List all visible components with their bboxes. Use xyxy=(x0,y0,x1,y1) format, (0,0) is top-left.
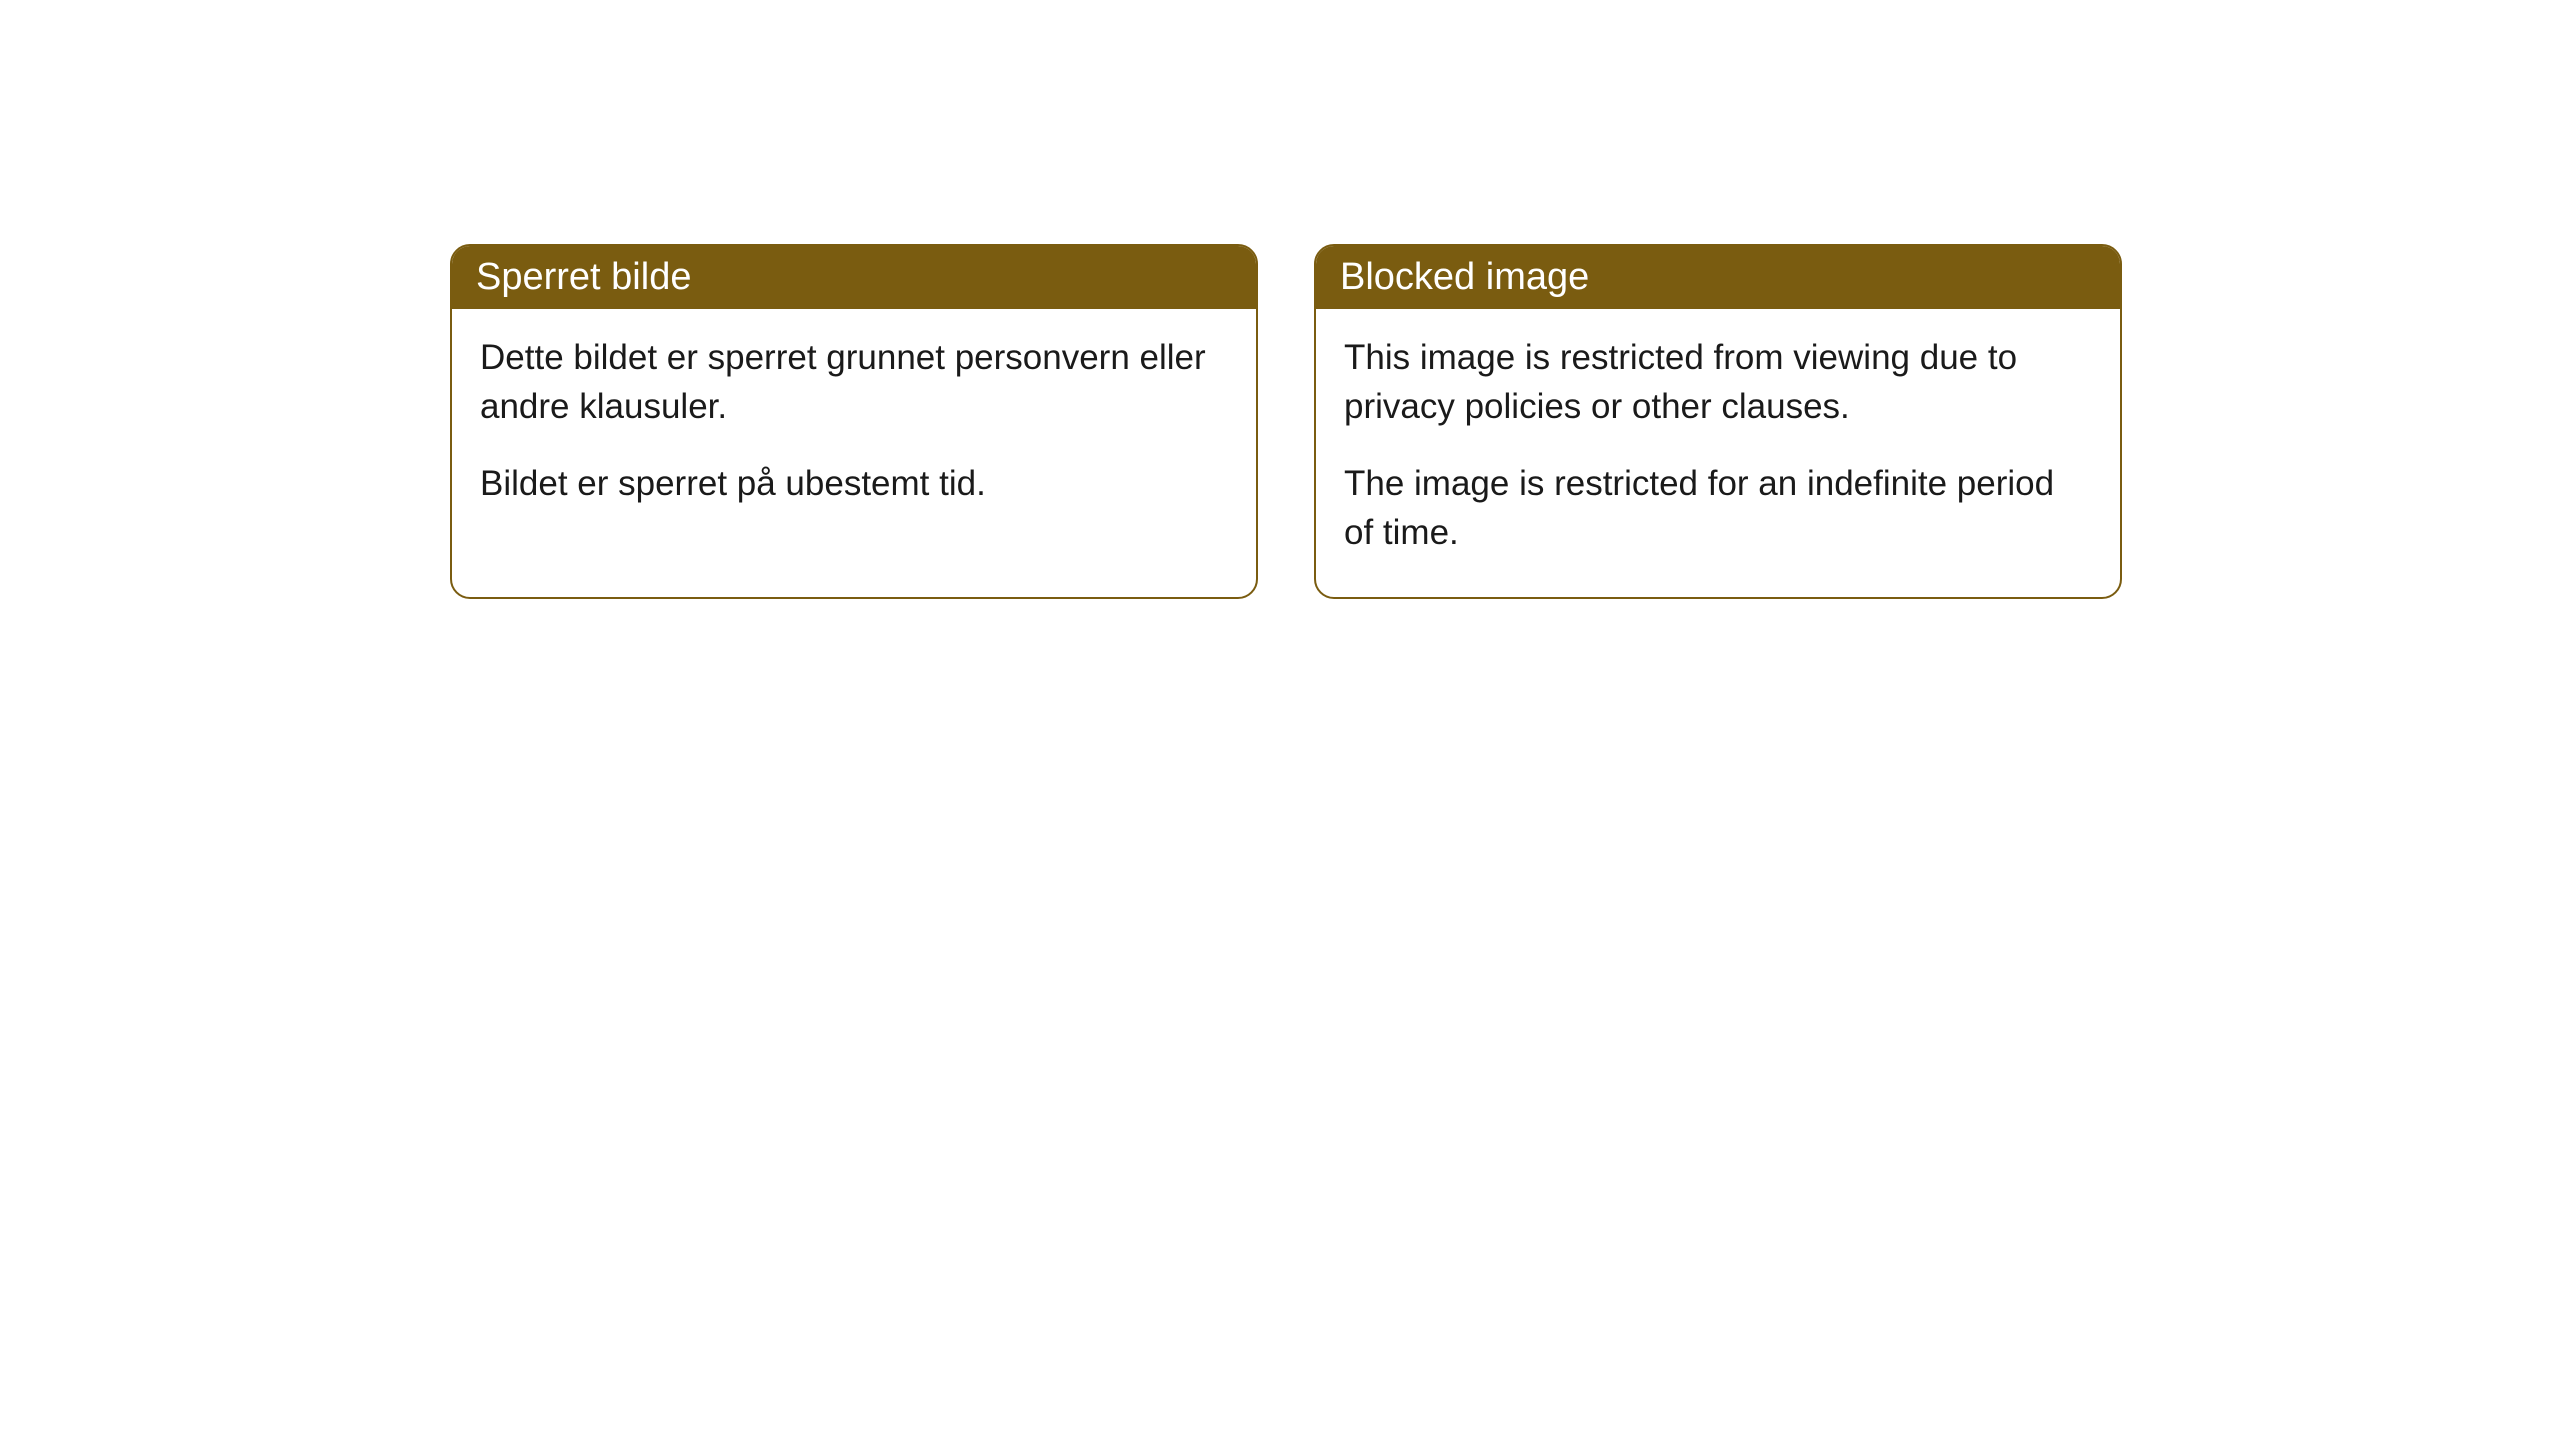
blocked-image-card-norwegian: Sperret bilde Dette bildet er sperret gr… xyxy=(450,244,1258,599)
card-body-norwegian: Dette bildet er sperret grunnet personve… xyxy=(452,309,1256,548)
card-header-norwegian: Sperret bilde xyxy=(452,246,1256,309)
card-header-english: Blocked image xyxy=(1316,246,2120,309)
card-title: Sperret bilde xyxy=(476,256,691,298)
card-text-reason: This image is restricted from viewing du… xyxy=(1344,333,2092,431)
card-text-duration: The image is restricted for an indefinit… xyxy=(1344,459,2092,557)
card-text-reason: Dette bildet er sperret grunnet personve… xyxy=(480,333,1228,431)
card-text-duration: Bildet er sperret på ubestemt tid. xyxy=(480,459,1228,508)
notice-cards-container: Sperret bilde Dette bildet er sperret gr… xyxy=(450,244,2122,599)
blocked-image-card-english: Blocked image This image is restricted f… xyxy=(1314,244,2122,599)
card-body-english: This image is restricted from viewing du… xyxy=(1316,309,2120,597)
card-title: Blocked image xyxy=(1340,256,1589,298)
